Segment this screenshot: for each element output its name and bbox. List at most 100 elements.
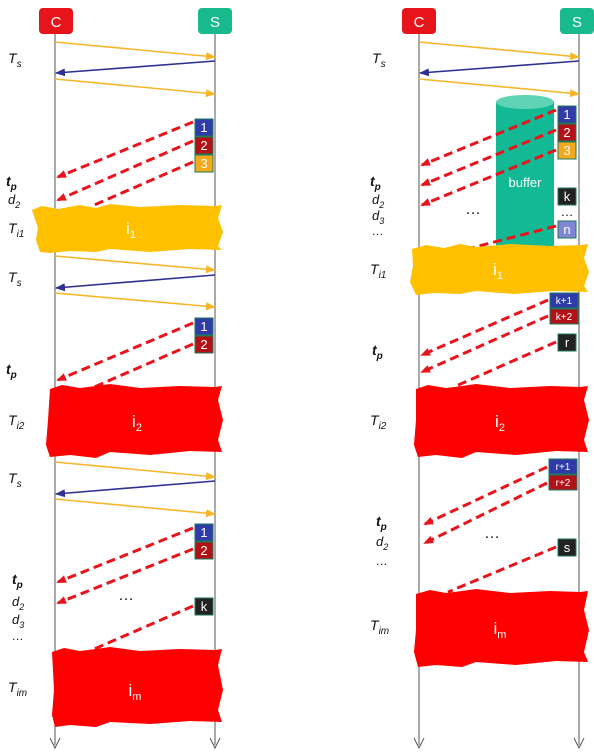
svg-text:buffer: buffer (508, 175, 542, 190)
packet: k+2 (549, 308, 579, 325)
svg-text:2: 2 (563, 125, 570, 140)
data-arrow (420, 108, 557, 167)
label-tp: tp (372, 342, 383, 362)
svg-text:im: im (494, 619, 507, 641)
svg-text:1: 1 (200, 319, 207, 334)
left-diagram: C S Ts 1 2 3 tp d2 i1 Ti1 Ts 1 2 (6, 8, 232, 750)
ack-arrow (418, 41, 580, 61)
ack-arrow (54, 498, 216, 518)
data-arrow (56, 526, 194, 584)
svg-text:1: 1 (200, 525, 207, 540)
ellipsis: … (118, 587, 136, 604)
label-d3: d3 (12, 612, 24, 630)
packet: 1 (194, 317, 214, 336)
label-ellipsis: … (372, 224, 384, 238)
label-tp: tp (376, 513, 387, 533)
svg-text:S: S (210, 14, 220, 31)
svg-text:im: im (129, 681, 142, 703)
svg-text:i2: i2 (132, 412, 142, 434)
packet: 3 (194, 154, 214, 173)
packet: k (194, 597, 214, 616)
svg-text:3: 3 (563, 143, 570, 158)
packet: 1 (557, 105, 577, 124)
data-arrow (56, 120, 194, 179)
packet: k+1 (549, 292, 579, 309)
svg-text:i1: i1 (126, 219, 136, 241)
label-ellipsis: … (12, 629, 24, 643)
data-arrow (56, 321, 194, 382)
packet: 2 (194, 136, 214, 155)
svg-text:i2: i2 (495, 412, 505, 434)
svg-text:r: r (565, 335, 570, 350)
interval-block: i1 (410, 244, 589, 295)
data-arrow (91, 604, 194, 652)
server-node: S (198, 8, 232, 34)
data-arrow (91, 342, 194, 390)
data-arrow (423, 481, 548, 545)
packet: r (557, 333, 577, 352)
interval-block: i2 (46, 384, 223, 458)
svg-text:k: k (201, 599, 208, 614)
svg-text:2: 2 (200, 543, 207, 558)
client-node: C (39, 8, 73, 34)
svg-text:k: k (564, 189, 571, 204)
label-ellipsis: … (376, 554, 388, 568)
packet: r+1 (548, 458, 578, 475)
server-node: S (560, 8, 594, 34)
ack-arrow (54, 41, 216, 61)
label-ts: Ts (372, 50, 386, 70)
buffer-cylinder: buffer (496, 95, 554, 254)
label-ts: Ts (8, 50, 22, 70)
data-arrow (447, 545, 557, 594)
svg-text:C: C (414, 14, 425, 31)
packet: n (557, 220, 577, 239)
ellipsis: … (484, 525, 502, 542)
label-tp: tp (370, 173, 381, 193)
svg-text:s: s (564, 540, 571, 555)
packet: 3 (557, 141, 577, 160)
data-arrow (91, 160, 194, 208)
svg-text:i1: i1 (493, 260, 503, 282)
data-arrow (420, 148, 557, 207)
reply-arrow (55, 60, 216, 77)
label-d2: d2 (372, 192, 384, 210)
data-arrow (455, 340, 557, 388)
reply-arrow (419, 60, 580, 77)
data-arrow (56, 139, 194, 202)
interval-block: i1 (32, 204, 223, 253)
label-tim: Tim (8, 679, 27, 699)
svg-text:r+2: r+2 (556, 478, 571, 489)
svg-text:n: n (563, 222, 570, 237)
packet: 1 (194, 523, 214, 542)
data-arrow (56, 547, 194, 605)
svg-text:1: 1 (200, 120, 207, 135)
ack-arrow (418, 78, 580, 98)
label-ti2: Ti2 (370, 412, 387, 432)
ellipsis: … (561, 204, 574, 219)
ack-arrow (54, 461, 216, 481)
data-arrow (420, 314, 549, 374)
label-ti1: Ti1 (8, 220, 24, 240)
svg-text:C: C (51, 14, 62, 31)
right-diagram: C S Ts buffer 1 2 3 k … n … tp d2 d3 (370, 8, 594, 750)
packet: 1 (194, 118, 214, 137)
label-ts: Ts (8, 269, 22, 289)
svg-text:k+2: k+2 (556, 312, 573, 323)
data-arrow (423, 465, 548, 526)
ack-arrow (54, 255, 216, 274)
svg-text:2: 2 (200, 337, 207, 352)
packet: s (557, 538, 577, 557)
reply-arrow (55, 274, 216, 292)
label-tp: tp (12, 571, 23, 591)
reply-arrow (55, 480, 216, 498)
ellipsis: … (465, 201, 483, 218)
label-d2: d2 (8, 192, 20, 210)
packet: k (557, 187, 577, 206)
svg-text:2: 2 (200, 138, 207, 153)
svg-text:1: 1 (563, 107, 570, 122)
client-node: C (402, 8, 436, 34)
data-arrow (420, 298, 549, 357)
ack-arrow (54, 78, 216, 98)
svg-text:k+1: k+1 (556, 296, 573, 307)
